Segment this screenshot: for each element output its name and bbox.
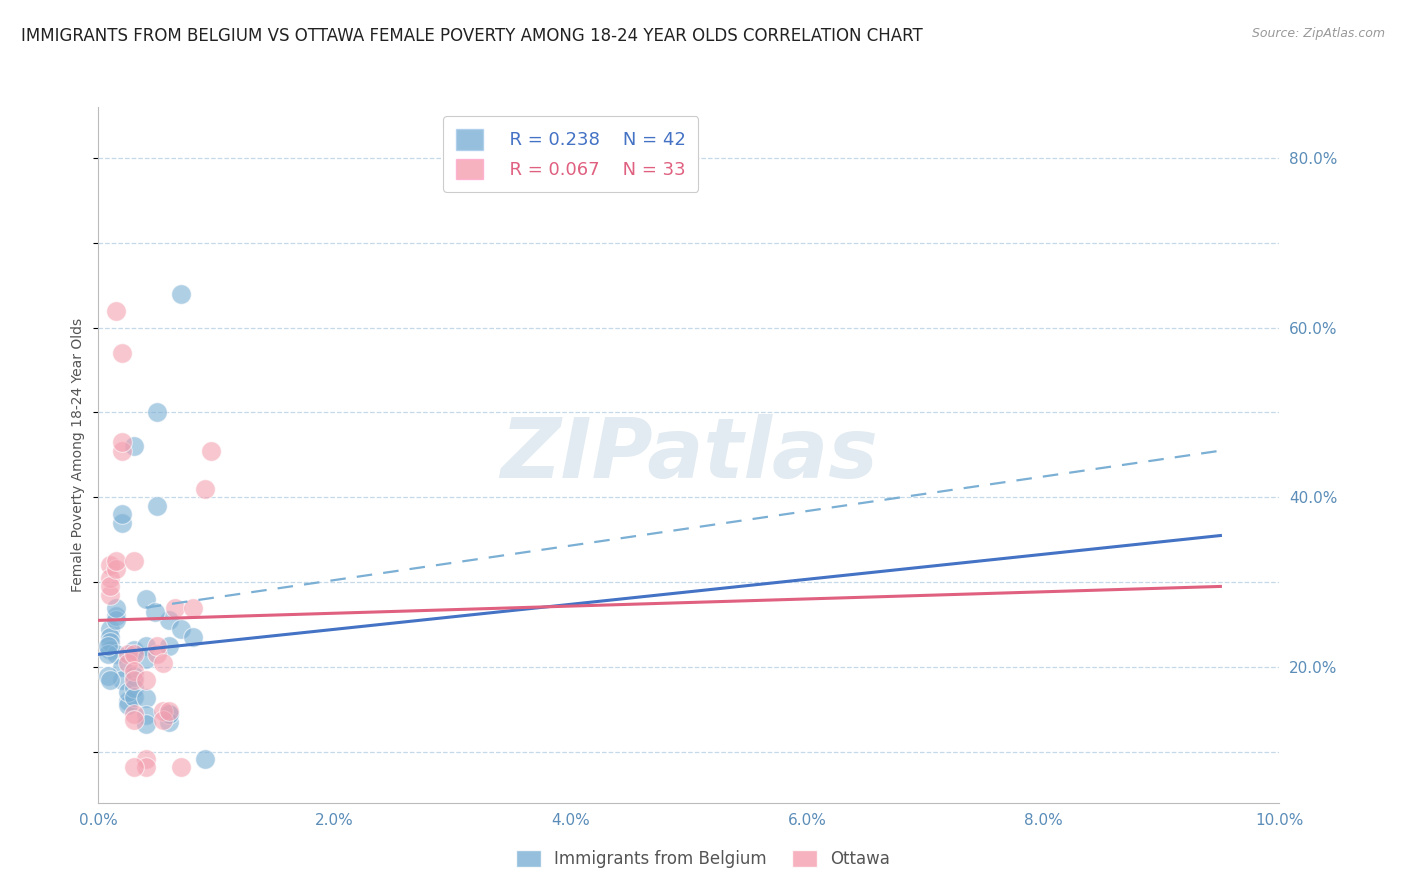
Point: [170, 622, 193, 636]
Point: [98, 588, 121, 602]
Point: [200, 443, 222, 458]
Point: [117, 694, 139, 708]
Point: [122, 439, 145, 453]
Point: [122, 760, 145, 774]
Point: [98, 558, 121, 573]
Point: [152, 704, 174, 718]
Point: [105, 600, 128, 615]
Point: [117, 656, 139, 670]
Point: [194, 482, 217, 496]
Point: [170, 286, 193, 301]
Point: [135, 691, 157, 706]
Point: [122, 673, 145, 687]
Point: [157, 706, 180, 721]
Point: [122, 648, 145, 662]
Point: [105, 554, 128, 568]
Point: [117, 685, 139, 699]
Point: [181, 631, 204, 645]
Point: [98, 643, 121, 657]
Point: [98, 622, 121, 636]
Point: [122, 706, 145, 721]
Point: [98, 634, 121, 648]
Y-axis label: Female Poverty Among 18-24 Year Olds: Female Poverty Among 18-24 Year Olds: [72, 318, 86, 592]
Point: [97, 648, 120, 662]
Point: [170, 760, 193, 774]
Text: Source: ZipAtlas.com: Source: ZipAtlas.com: [1251, 27, 1385, 40]
Point: [157, 706, 180, 721]
Point: [98, 571, 121, 585]
Point: [105, 303, 128, 318]
Point: [111, 346, 134, 360]
Point: [111, 443, 134, 458]
Point: [146, 648, 169, 662]
Point: [97, 668, 120, 682]
Point: [135, 639, 157, 653]
Legend:   R = 0.238    N = 42,   R = 0.067    N = 33: R = 0.238 N = 42, R = 0.067 N = 33: [443, 116, 699, 192]
Point: [122, 643, 145, 657]
Point: [152, 656, 174, 670]
Point: [122, 690, 145, 704]
Point: [111, 516, 134, 530]
Point: [157, 715, 180, 730]
Point: [143, 605, 166, 619]
Point: [117, 698, 139, 713]
Point: [135, 673, 157, 687]
Point: [181, 600, 204, 615]
Point: [122, 713, 145, 727]
Point: [111, 508, 134, 522]
Point: [122, 681, 145, 696]
Point: [98, 631, 121, 645]
Point: [105, 609, 128, 624]
Point: [117, 648, 139, 662]
Point: [122, 554, 145, 568]
Point: [135, 760, 157, 774]
Point: [135, 592, 157, 607]
Point: [146, 405, 169, 419]
Point: [146, 499, 169, 513]
Point: [122, 665, 145, 679]
Point: [135, 717, 157, 731]
Text: IMMIGRANTS FROM BELGIUM VS OTTAWA FEMALE POVERTY AMONG 18-24 YEAR OLDS CORRELATI: IMMIGRANTS FROM BELGIUM VS OTTAWA FEMALE…: [21, 27, 922, 45]
Point: [97, 639, 120, 653]
Point: [111, 673, 134, 687]
Point: [111, 660, 134, 674]
Point: [157, 704, 180, 718]
Text: ZIPatlas: ZIPatlas: [501, 415, 877, 495]
Point: [152, 713, 174, 727]
Point: [165, 600, 187, 615]
Point: [98, 673, 121, 687]
Legend: Immigrants from Belgium, Ottawa: Immigrants from Belgium, Ottawa: [509, 843, 897, 875]
Point: [105, 613, 128, 627]
Point: [157, 639, 180, 653]
Point: [194, 752, 217, 766]
Point: [105, 562, 128, 576]
Point: [135, 752, 157, 766]
Point: [98, 579, 121, 593]
Point: [111, 435, 134, 450]
Point: [135, 651, 157, 665]
Point: [135, 708, 157, 723]
Point: [105, 648, 128, 662]
Point: [157, 613, 180, 627]
Point: [122, 668, 145, 682]
Point: [146, 639, 169, 653]
